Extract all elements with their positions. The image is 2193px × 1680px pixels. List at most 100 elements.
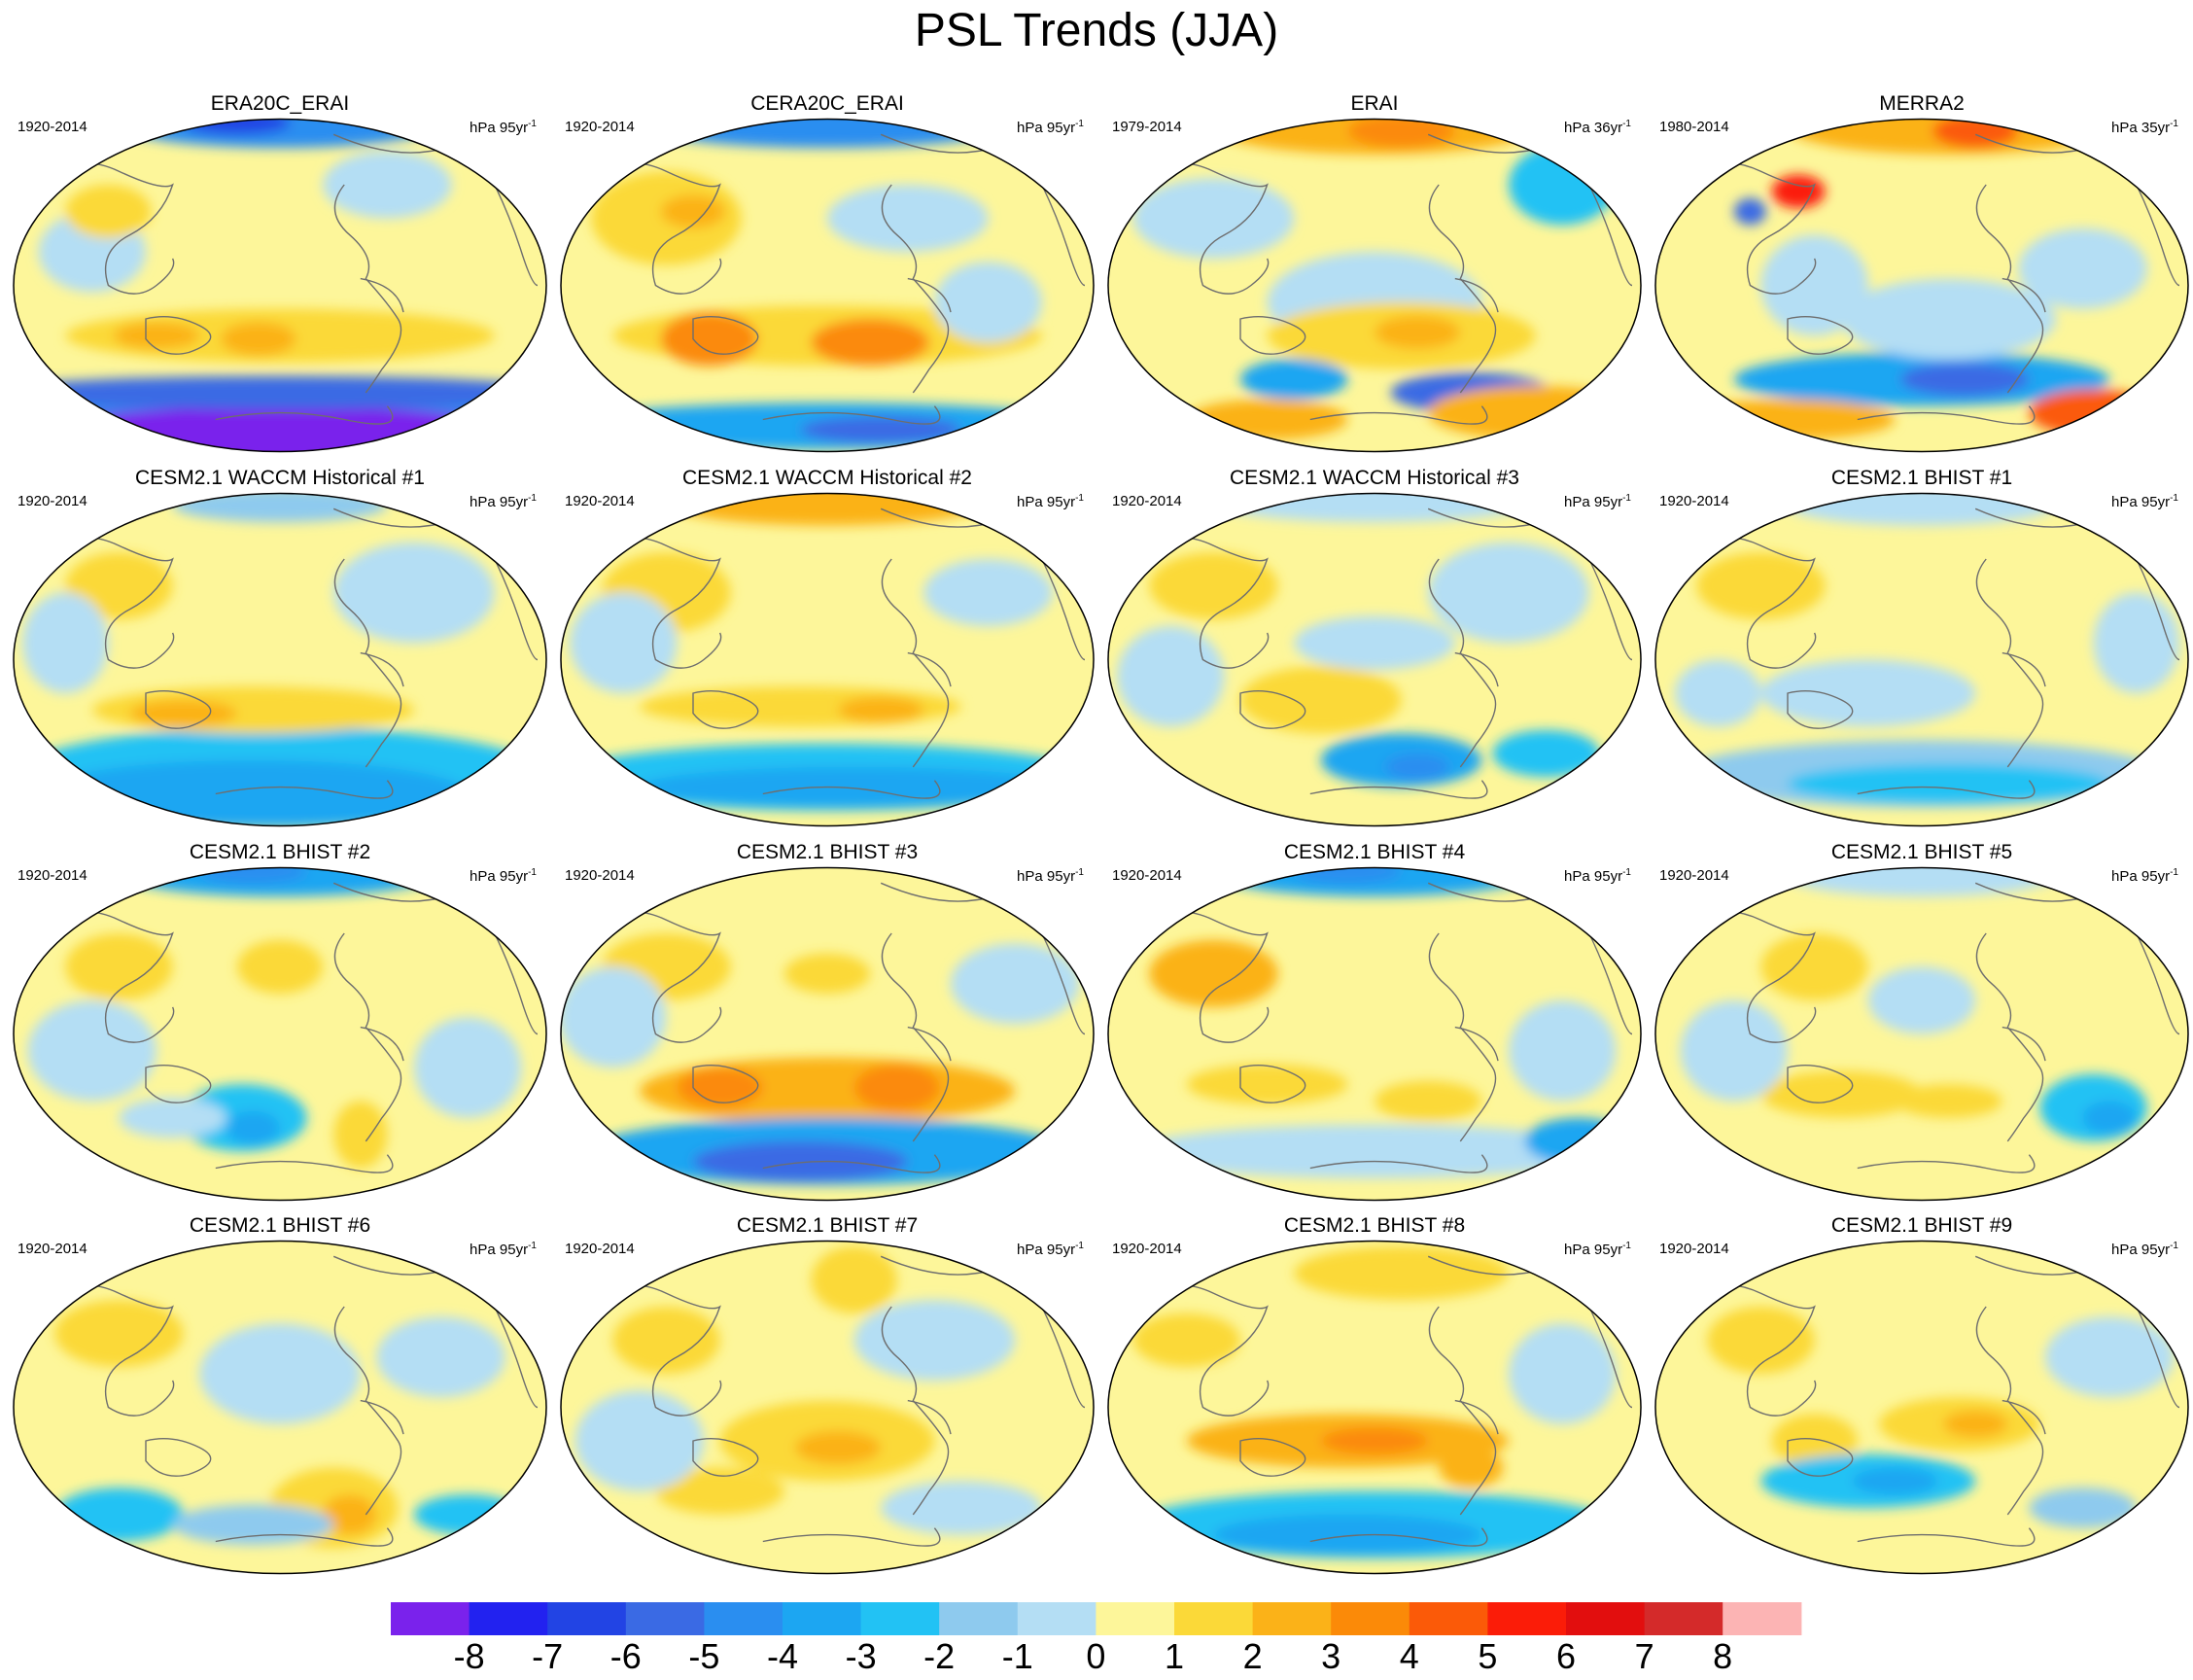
trend-map xyxy=(13,866,547,1202)
trend-contour xyxy=(1240,359,1348,400)
trend-contour xyxy=(1439,1447,1504,1488)
trend-map xyxy=(13,118,547,453)
trend-contour xyxy=(38,760,469,826)
panel-period: 1920-2014 xyxy=(565,493,635,509)
panel-period: 1920-2014 xyxy=(1112,1241,1182,1257)
map-panel: CESM2.1 BHIST #6 1920-2014 hPa 95yr-1 xyxy=(8,1213,552,1578)
panel-title: CESM2.1 BHIST #1 xyxy=(1830,467,2013,489)
panel-units: hPa 95yr-1 xyxy=(1017,115,1084,138)
panel-units: hPa 95yr-1 xyxy=(470,489,537,512)
units-suffix: yr xyxy=(515,494,529,510)
colorbar-tick-label: -2 xyxy=(923,1636,956,1676)
units-suffix: yr xyxy=(1062,868,1076,885)
colorbar-box xyxy=(1723,1602,1802,1635)
trend-contour xyxy=(655,1467,784,1515)
panel-title: CESM2.1 BHIST #9 xyxy=(1830,1214,2013,1237)
colorbar-box xyxy=(625,1602,705,1635)
map-border xyxy=(560,1240,1095,1575)
trend-contour xyxy=(1294,1245,1509,1301)
panel-title: CESM2.1 BHIST #2 xyxy=(189,841,371,863)
panel-units: hPa 95yr-1 xyxy=(1564,1237,1631,1260)
colorbar-box xyxy=(391,1602,470,1635)
figure-title: PSL Trends (JJA) xyxy=(914,5,1279,56)
units-exponent: -1 xyxy=(528,867,537,878)
units-exponent: -1 xyxy=(1622,1241,1631,1251)
units-years: 95 xyxy=(1046,1242,1063,1258)
trend-contour xyxy=(1899,362,2030,397)
trend-map xyxy=(560,492,1095,827)
map-panel: CESM2.1 BHIST #4 1920-2014 hPa 95yr-1 xyxy=(1102,840,1647,1205)
colorbar-tick-label: 2 xyxy=(1242,1636,1263,1676)
units-exponent: -1 xyxy=(1075,119,1084,129)
map-border xyxy=(13,866,547,1202)
trend-contour xyxy=(1149,939,1278,1007)
map-border xyxy=(1107,118,1642,453)
coastlines xyxy=(1680,508,2180,799)
colorbar-tick-label: -1 xyxy=(1001,1636,1033,1676)
panel-units: hPa 95yr-1 xyxy=(1017,1237,1084,1260)
trend-contour xyxy=(333,542,495,644)
panel-units: hPa 95yr-1 xyxy=(1564,863,1631,887)
colorbar-box xyxy=(1487,1602,1567,1635)
units-exponent: -1 xyxy=(528,493,537,504)
colorbar xyxy=(391,1602,1802,1635)
panel-units: hPa 36yr-1 xyxy=(1564,115,1631,138)
trend-map xyxy=(1107,1240,1642,1575)
trend-contour xyxy=(1428,386,1641,440)
trend-contour xyxy=(783,953,871,995)
panel-title: CESM2.1 BHIST #5 xyxy=(1830,841,2013,863)
trend-map xyxy=(13,1240,547,1575)
colorbar-tick-label: 0 xyxy=(1086,1636,1106,1676)
units-exponent: -1 xyxy=(2170,493,2178,504)
trend-contour xyxy=(27,1000,157,1102)
trend-contour xyxy=(54,1488,184,1542)
coastlines xyxy=(1132,133,1633,425)
units-exponent: -1 xyxy=(2170,867,2178,878)
panel-title: CERA20C_ERAI xyxy=(750,92,904,115)
units-exponent: -1 xyxy=(2170,119,2178,129)
coastlines xyxy=(1132,1255,1633,1547)
units-years: 95 xyxy=(1593,1242,1611,1258)
map-panel: CESM2.1 BHIST #5 1920-2014 hPa 95yr-1 xyxy=(1650,840,2193,1205)
map-border xyxy=(13,1240,547,1575)
panel-period: 1920-2014 xyxy=(1659,493,1729,509)
units-suffix: yr xyxy=(1062,120,1076,136)
units-years: 95 xyxy=(1046,868,1063,885)
map-panel: CESM2.1 BHIST #2 1920-2014 hPa 95yr-1 xyxy=(8,840,552,1205)
map-panel: CESM2.1 WACCM Historical #1 1920-2014 hPa … xyxy=(8,466,552,830)
map-border xyxy=(560,492,1095,827)
trend-contour xyxy=(811,1245,897,1313)
colorbar-box xyxy=(547,1602,627,1635)
map-panel: CESM2.1 BHIST #8 1920-2014 hPa 95yr-1 xyxy=(1102,1213,1647,1578)
trend-map xyxy=(1654,1240,2189,1575)
units-years: 95 xyxy=(1593,868,1611,885)
colorbar-labels: -8 -7 -6 -5 -4 -3 -2 -1 0 1 2 3 4 5 6 7 8 xyxy=(0,1637,2193,1680)
units-suffix: yr xyxy=(1062,1242,1076,1258)
trend-contour xyxy=(1852,1467,1938,1495)
trend-contour xyxy=(2044,1316,2175,1398)
trend-contour xyxy=(1895,1084,2002,1118)
trend-contour xyxy=(838,696,924,724)
units-prefix: hPa xyxy=(470,120,500,136)
coastlines xyxy=(38,133,539,425)
units-prefix: hPa xyxy=(1564,120,1594,136)
panel-units: hPa 95yr-1 xyxy=(470,1237,537,1260)
trend-contour xyxy=(1733,197,1766,226)
trend-contour xyxy=(14,375,546,410)
colorbar-box xyxy=(939,1602,1019,1635)
trend-contour xyxy=(22,592,109,693)
panel-units: hPa 95yr-1 xyxy=(470,115,537,138)
trend-contour xyxy=(1240,666,1402,734)
trend-contour xyxy=(1760,933,1868,1000)
panel-units: hPa 95yr-1 xyxy=(470,863,537,887)
trend-contour xyxy=(1149,552,1278,620)
trend-contour xyxy=(881,1481,1042,1535)
panel-units: hPa 95yr-1 xyxy=(2111,1237,2178,1260)
trend-contour xyxy=(1213,1514,1482,1556)
map-border xyxy=(13,492,547,827)
map-border xyxy=(1107,866,1642,1202)
trend-contour xyxy=(660,312,758,367)
trend-map xyxy=(13,492,547,827)
trend-contour xyxy=(1771,1414,1858,1468)
units-exponent: -1 xyxy=(1075,867,1084,878)
